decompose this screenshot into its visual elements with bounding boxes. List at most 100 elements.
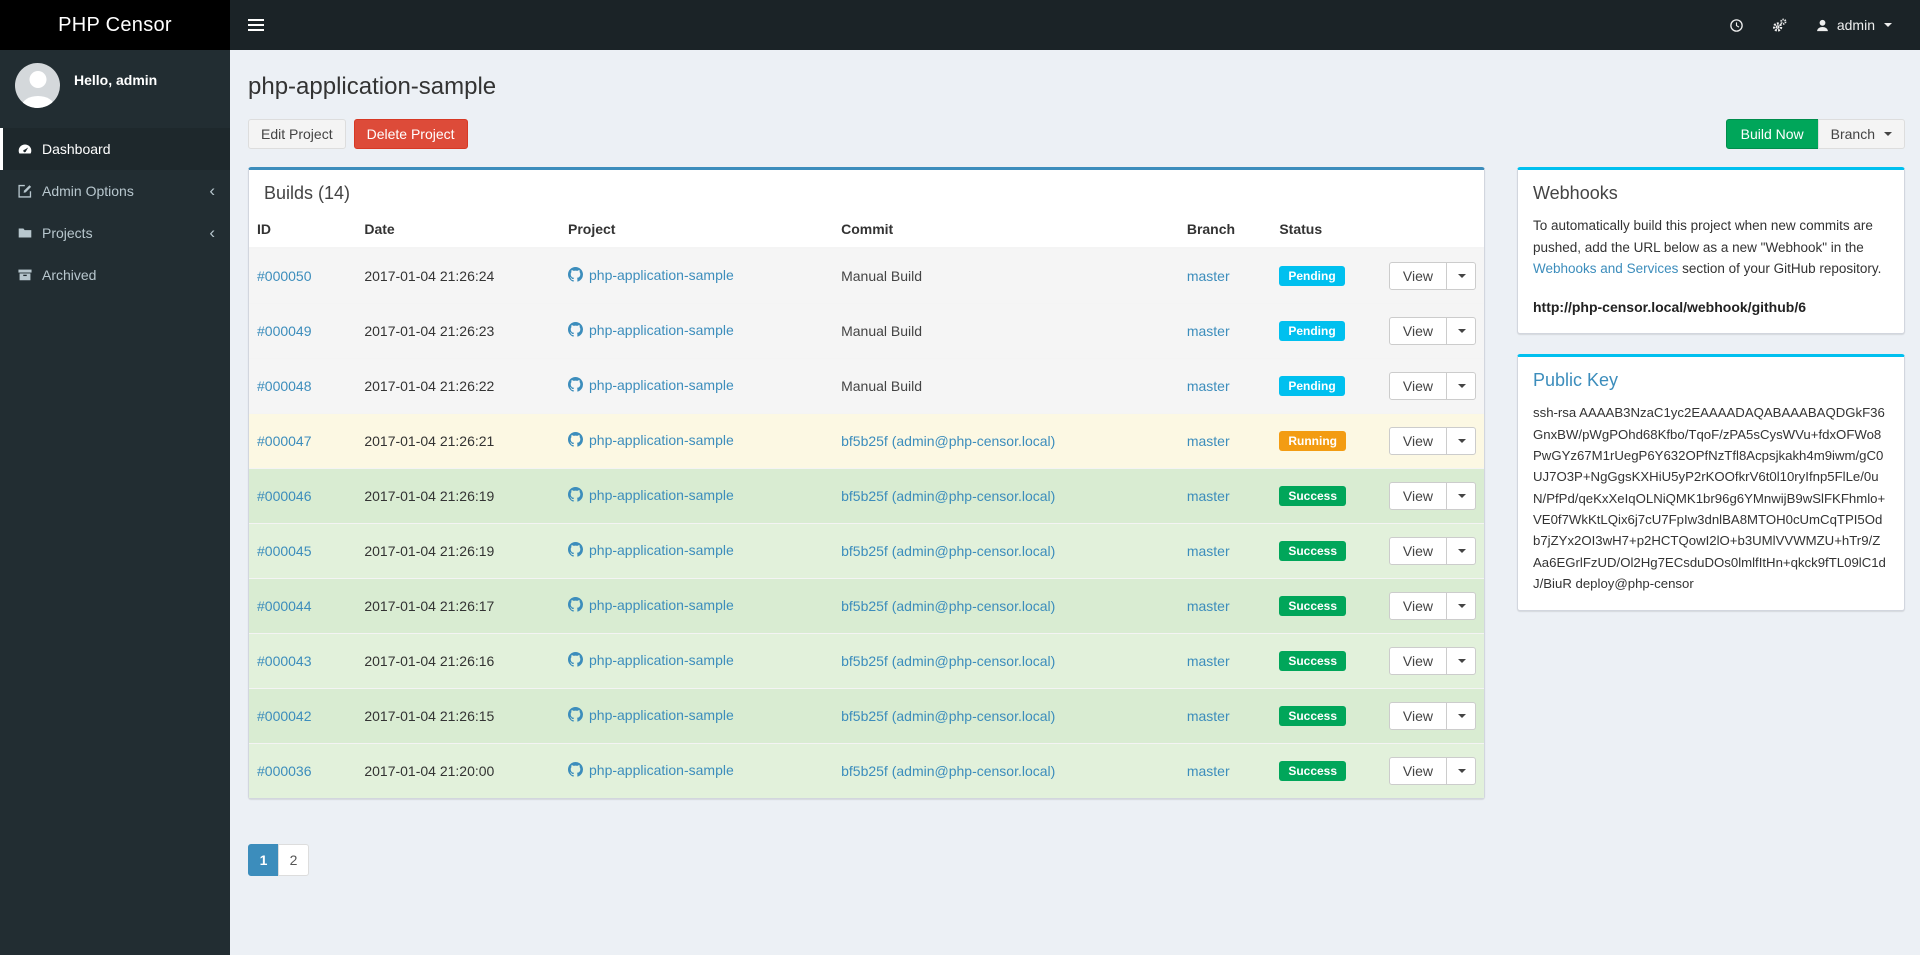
github-icon	[568, 487, 583, 502]
view-dropdown-button[interactable]	[1446, 647, 1476, 675]
project-link[interactable]: php-application-sample	[568, 322, 734, 338]
app-logo[interactable]: PHP Censor	[0, 0, 230, 50]
build-date: 2017-01-04 21:26:23	[356, 303, 560, 359]
project-link[interactable]: php-application-sample	[568, 267, 734, 283]
table-row: #000043 2017-01-04 21:26:16 php-applicat…	[249, 633, 1484, 689]
branch-link[interactable]: master	[1186, 763, 1230, 779]
view-build-button[interactable]: View	[1388, 427, 1447, 455]
build-button-group: Build Now Branch	[1725, 119, 1905, 149]
branch-link[interactable]: master	[1186, 378, 1230, 394]
chevron-left-icon: ‹	[209, 181, 215, 200]
view-build-button[interactable]: View	[1388, 482, 1447, 510]
status-badge: Running	[1279, 431, 1346, 451]
settings-button[interactable]	[1758, 0, 1801, 50]
cogs-icon	[1772, 18, 1787, 33]
user-menu[interactable]: admin	[1801, 0, 1906, 50]
commit-link[interactable]: bf5b25f (admin@php-censor.local)	[841, 543, 1056, 559]
pagination-page-1[interactable]: 1	[248, 844, 279, 876]
build-id-link[interactable]: #000046	[257, 488, 312, 504]
build-date: 2017-01-04 21:20:00	[356, 743, 560, 798]
edit-project-button[interactable]: Edit Project	[248, 119, 346, 149]
build-id-link[interactable]: #000048	[257, 378, 312, 394]
project-link[interactable]: php-application-sample	[568, 652, 734, 668]
build-id-link[interactable]: #000047	[257, 433, 312, 449]
delete-project-button[interactable]: Delete Project	[353, 119, 468, 149]
build-history-button[interactable]	[1715, 0, 1758, 50]
branch-link[interactable]: master	[1186, 488, 1230, 504]
project-link[interactable]: php-application-sample	[568, 762, 734, 778]
view-dropdown-button[interactable]	[1446, 317, 1476, 345]
branch-link[interactable]: master	[1186, 433, 1230, 449]
view-dropdown-button[interactable]	[1446, 592, 1476, 620]
sidebar-item-admin-options[interactable]: Admin Options ‹	[0, 170, 230, 212]
view-dropdown-button[interactable]	[1446, 262, 1476, 290]
branch-link[interactable]: master	[1186, 543, 1230, 559]
brand-title: PHP Censor	[58, 13, 172, 36]
branch-link[interactable]: master	[1186, 598, 1230, 614]
pagination-page-2[interactable]: 2	[278, 844, 309, 876]
status-badge: Pending	[1279, 376, 1345, 396]
project-action-row: Edit Project Delete Project Build Now Br…	[248, 119, 1905, 149]
build-id-link[interactable]: #000044	[257, 598, 312, 614]
branch-dropdown-button[interactable]: Branch	[1817, 119, 1905, 149]
view-build-button[interactable]: View	[1388, 702, 1447, 730]
view-build-button[interactable]: View	[1388, 537, 1447, 565]
sidebar-toggle-button[interactable]	[230, 0, 282, 50]
public-key-value: ssh-rsa AAAAB3NzaC1yc2EAAAADAQABAAABAQDG…	[1533, 405, 1886, 592]
sidebar-item-dashboard[interactable]: Dashboard	[0, 128, 230, 170]
project-link[interactable]: php-application-sample	[568, 707, 734, 723]
chevron-down-icon	[1458, 494, 1466, 498]
commit-link[interactable]: bf5b25f (admin@php-censor.local)	[841, 598, 1056, 614]
branch-link[interactable]: master	[1186, 708, 1230, 724]
chevron-down-icon	[1458, 659, 1466, 663]
build-id-link[interactable]: #000045	[257, 543, 312, 559]
view-dropdown-button[interactable]	[1446, 757, 1476, 785]
commit-link[interactable]: bf5b25f (admin@php-censor.local)	[841, 763, 1056, 779]
view-build-button[interactable]: View	[1388, 262, 1447, 290]
avatar	[15, 63, 60, 108]
view-build-button[interactable]: View	[1388, 317, 1447, 345]
view-build-button[interactable]: View	[1388, 592, 1447, 620]
build-date: 2017-01-04 21:26:19	[356, 523, 560, 579]
project-link[interactable]: php-application-sample	[568, 487, 734, 503]
sidebar-item-archived[interactable]: Archived	[0, 254, 230, 296]
project-link[interactable]: php-application-sample	[568, 377, 734, 393]
build-id-link[interactable]: #000050	[257, 268, 312, 284]
column-header-project: Project	[560, 213, 834, 249]
view-dropdown-button[interactable]	[1446, 702, 1476, 730]
webhooks-text: To automatically build this project when…	[1533, 218, 1873, 255]
view-dropdown-button[interactable]	[1446, 482, 1476, 510]
commit-link[interactable]: bf5b25f (admin@php-censor.local)	[841, 653, 1056, 669]
commit-link[interactable]: bf5b25f (admin@php-censor.local)	[841, 433, 1056, 449]
branch-link[interactable]: master	[1186, 653, 1230, 669]
project-link[interactable]: php-application-sample	[568, 432, 734, 448]
build-id-link[interactable]: #000049	[257, 323, 312, 339]
user-menu-label: admin	[1836, 17, 1875, 33]
view-dropdown-button[interactable]	[1446, 427, 1476, 455]
webhooks-text: section of your GitHub repository.	[1678, 261, 1882, 277]
view-build-button[interactable]: View	[1388, 372, 1447, 400]
github-icon	[568, 542, 583, 557]
build-now-button[interactable]: Build Now	[1725, 119, 1819, 149]
webhooks-services-link[interactable]: Webhooks and Services	[1533, 261, 1679, 277]
build-date: 2017-01-04 21:26:21	[356, 413, 560, 469]
view-dropdown-button[interactable]	[1446, 537, 1476, 565]
webhook-url: http://php-censor.local/webhook/github/6	[1533, 298, 1806, 315]
view-build-button[interactable]: View	[1388, 647, 1447, 675]
build-id-link[interactable]: #000042	[257, 708, 312, 724]
branch-link[interactable]: master	[1186, 268, 1230, 284]
commit-link[interactable]: bf5b25f (admin@php-censor.local)	[841, 488, 1056, 504]
status-badge: Pending	[1279, 321, 1345, 341]
project-link[interactable]: php-application-sample	[568, 542, 734, 558]
commit-link[interactable]: bf5b25f (admin@php-censor.local)	[841, 708, 1056, 724]
view-dropdown-button[interactable]	[1446, 372, 1476, 400]
view-build-button[interactable]: View	[1388, 757, 1447, 785]
column-header-commit: Commit	[833, 213, 1179, 249]
sidebar-item-projects[interactable]: Projects ‹	[0, 212, 230, 254]
hamburger-icon	[248, 19, 264, 31]
table-row: #000042 2017-01-04 21:26:15 php-applicat…	[249, 688, 1484, 744]
branch-link[interactable]: master	[1186, 323, 1230, 339]
project-link[interactable]: php-application-sample	[568, 597, 734, 613]
build-id-link[interactable]: #000036	[257, 763, 312, 779]
build-id-link[interactable]: #000043	[257, 653, 312, 669]
